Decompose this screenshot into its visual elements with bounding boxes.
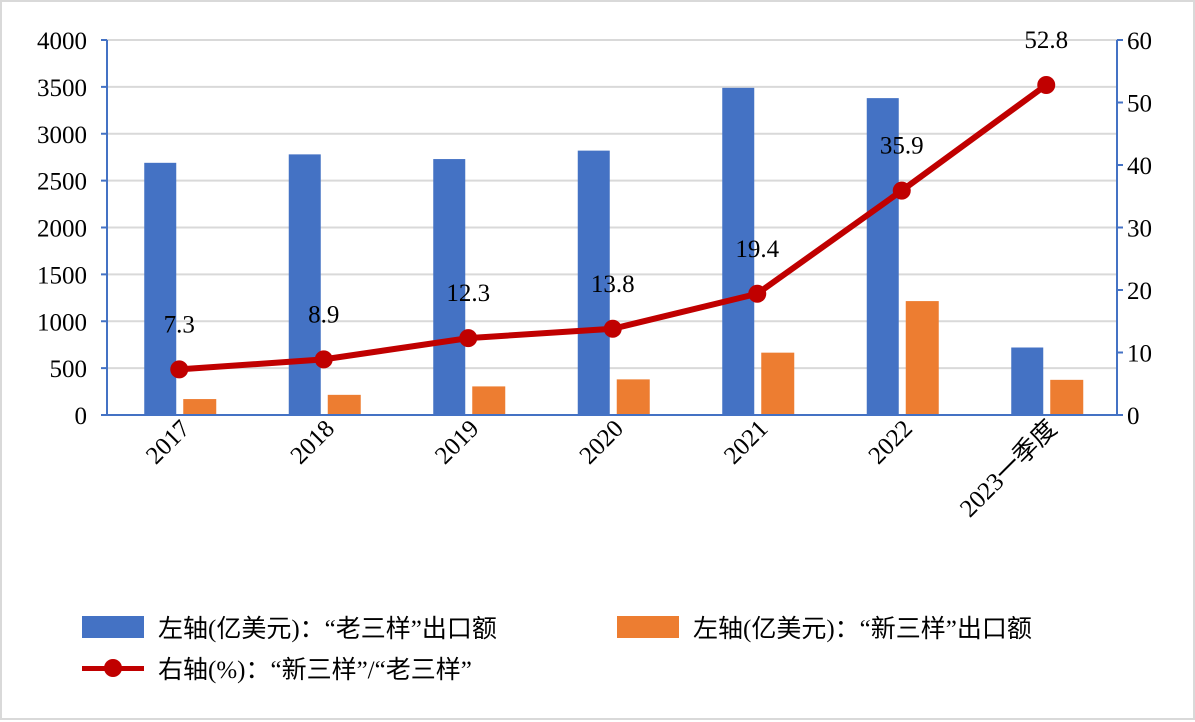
bar-old xyxy=(1011,347,1044,415)
data-label: 19.4 xyxy=(735,236,779,263)
left-tick-label: 1000 xyxy=(37,309,87,336)
right-tick-label: 50 xyxy=(1127,91,1152,118)
ratio-point xyxy=(748,284,767,303)
legend-label: 左轴(亿美元)：“新三样”出口额 xyxy=(693,616,1032,643)
right-tick-label: 40 xyxy=(1127,153,1152,180)
legend-swatch-blue xyxy=(82,616,144,638)
bar-old xyxy=(577,150,610,415)
bar-old xyxy=(433,159,466,415)
ratio-point xyxy=(892,181,911,200)
bar-old xyxy=(144,162,177,415)
bar-new xyxy=(327,394,361,415)
left-tick-label: 3000 xyxy=(37,122,87,149)
data-label: 52.8 xyxy=(1024,27,1068,54)
left-tick-label: 0 xyxy=(75,403,88,430)
x-tick-label: 2023一季度 xyxy=(954,414,1062,522)
left-tick-label: 2500 xyxy=(37,169,87,196)
bar-new xyxy=(472,386,506,415)
right-tick-label: 0 xyxy=(1127,403,1140,430)
ratio-point xyxy=(314,350,333,369)
left-tick-label: 3500 xyxy=(37,75,87,102)
x-tick-label: 2017 xyxy=(141,415,195,469)
x-tick-label: 2018 xyxy=(286,415,340,469)
legend-label: 左轴(亿美元)：“老三样”出口额 xyxy=(158,616,497,643)
legend-label: 右轴(%)：“新三样”/“老三样” xyxy=(158,657,472,684)
ratio-point xyxy=(603,319,622,338)
bar-old xyxy=(722,87,755,415)
legend-swatch-orange xyxy=(617,616,679,638)
bar-old xyxy=(866,98,899,415)
left-tick-label: 4000 xyxy=(37,28,87,55)
left-tick-label: 2000 xyxy=(37,216,87,243)
ratio-point xyxy=(1037,76,1056,94)
right-tick-label: 60 xyxy=(1127,28,1152,55)
ratio-point xyxy=(459,329,478,348)
bar-new xyxy=(905,301,939,415)
legend-item-old: 左轴(亿美元)：“老三样”出口额 xyxy=(82,609,497,645)
x-tick-label: 2021 xyxy=(719,415,773,469)
x-tick-label: 2019 xyxy=(430,415,484,469)
data-label: 13.8 xyxy=(591,271,635,298)
x-tick-label: 2020 xyxy=(575,415,629,469)
data-label: 7.3 xyxy=(164,311,195,338)
bar-new xyxy=(183,399,217,415)
right-tick-label: 30 xyxy=(1127,216,1152,243)
legend-item-ratio: 右轴(%)：“新三样”/“老三样” xyxy=(82,650,472,686)
bar-new xyxy=(616,379,650,415)
bar-old xyxy=(288,154,321,415)
x-tick-label: 2022 xyxy=(864,415,918,469)
legend-line-marker xyxy=(82,657,144,679)
ratio-point xyxy=(170,360,189,379)
right-tick-label: 20 xyxy=(1127,278,1152,305)
data-label: 35.9 xyxy=(880,133,924,160)
data-label: 8.9 xyxy=(308,301,339,328)
bar-new xyxy=(1050,379,1084,415)
right-tick-label: 10 xyxy=(1127,341,1152,368)
left-tick-label: 1500 xyxy=(37,262,87,289)
legend-item-new: 左轴(亿美元)：“新三样”出口额 xyxy=(617,609,1032,645)
bar-new xyxy=(761,352,795,415)
left-tick-label: 500 xyxy=(50,356,88,383)
data-label: 12.3 xyxy=(446,280,490,307)
